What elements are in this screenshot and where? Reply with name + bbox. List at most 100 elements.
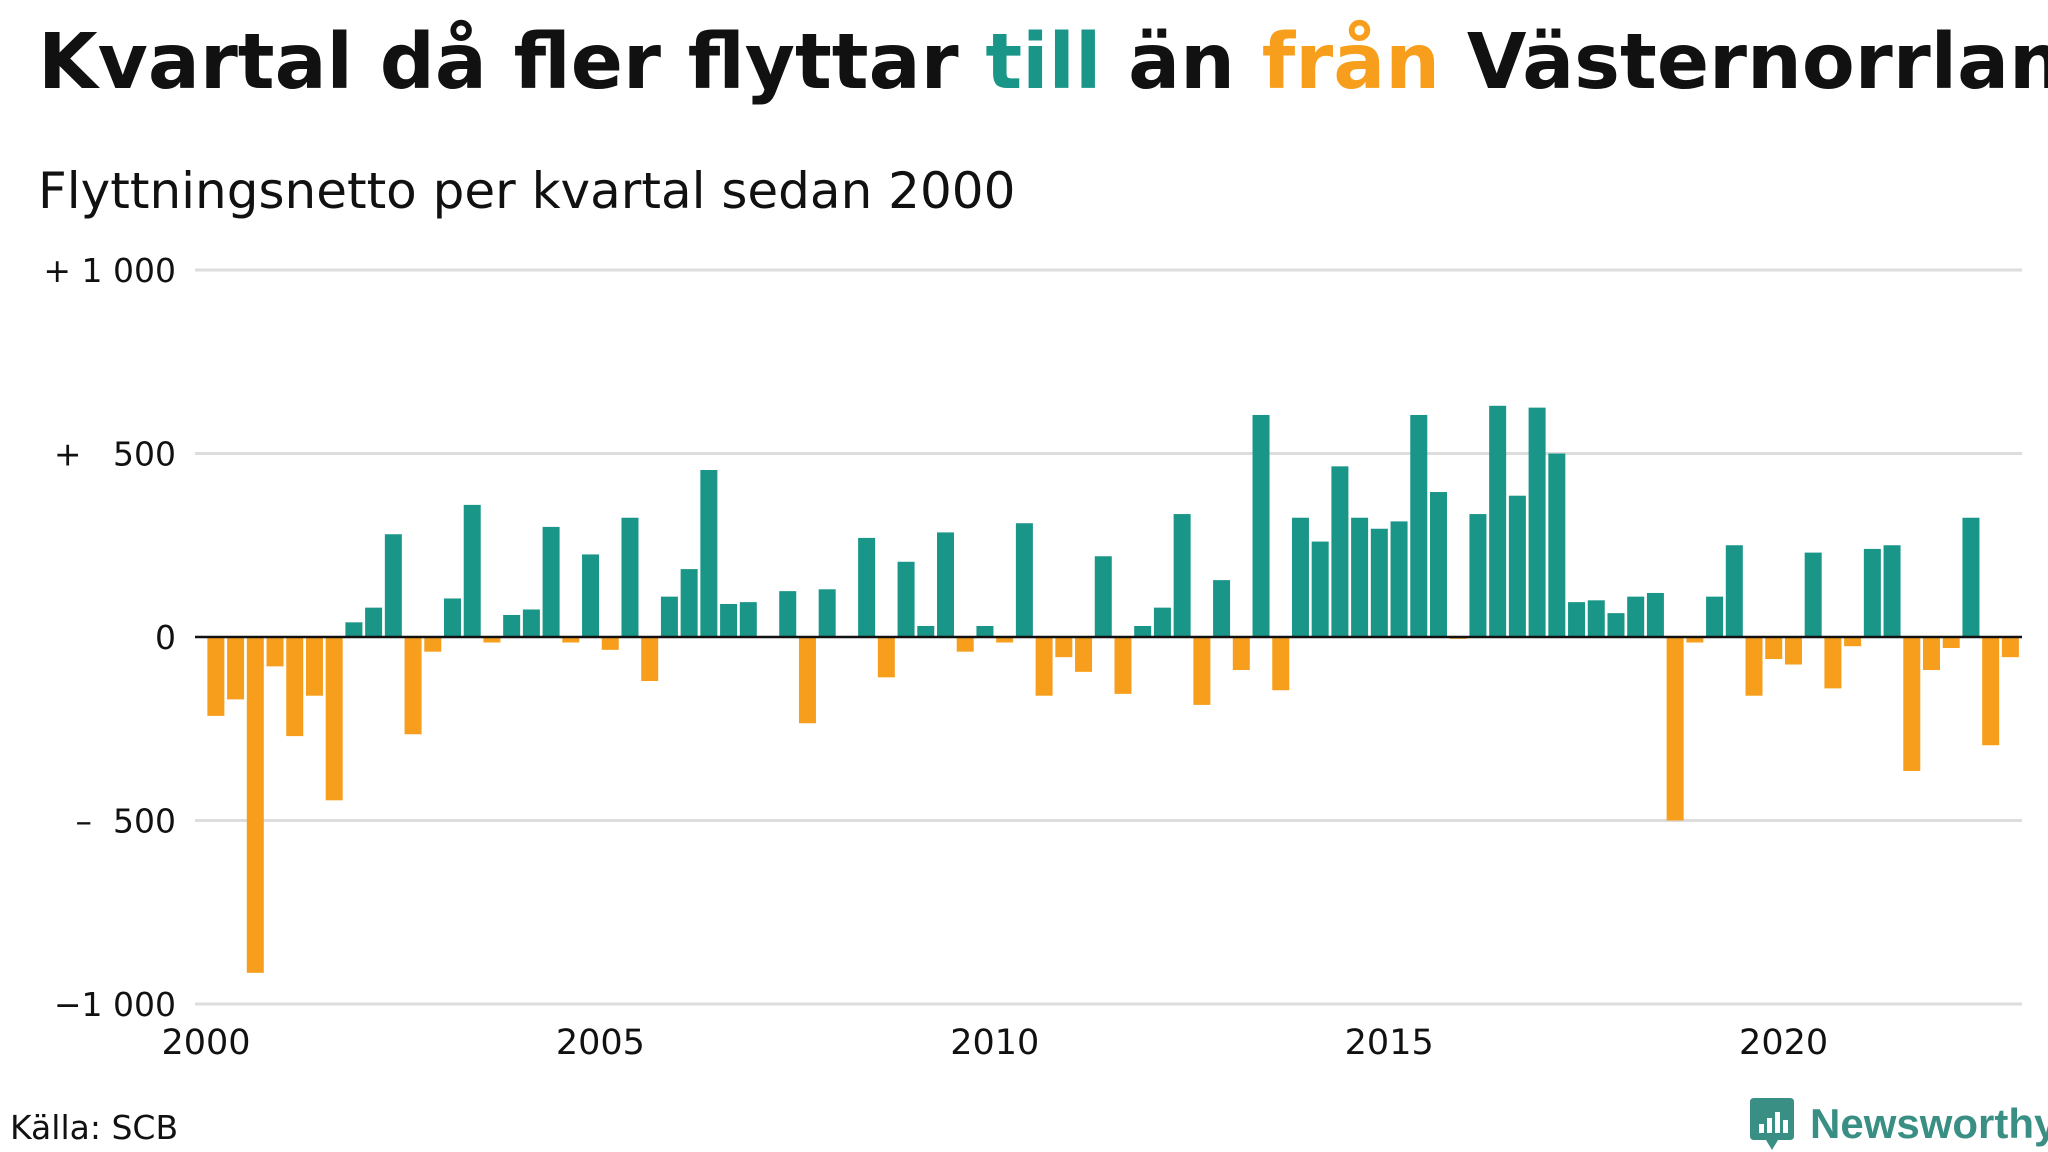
- y-axis-labels: + 1 000 + 500 0 – 500 −1 000: [43, 251, 176, 1024]
- title-fran-highlight: från: [1261, 18, 1441, 107]
- bar-2012Q3: [1193, 637, 1211, 705]
- source-note: Källa: SCB: [10, 1108, 179, 1147]
- chart-subtitle: Flyttningsnetto per kvartal sedan 2000: [38, 162, 1016, 220]
- bar-2002Q4: [424, 637, 442, 652]
- title-part1: Kvartal då fler flyttar: [38, 18, 986, 107]
- bar-2012Q1: [1153, 607, 1171, 637]
- bar-2002Q2: [384, 534, 402, 637]
- y-tick-label: 0: [155, 618, 176, 657]
- bar-2000Q3: [246, 637, 264, 973]
- x-tick-label: 2020: [1739, 1023, 1828, 1063]
- y-tick-label: – 500: [76, 802, 176, 841]
- bar-2013Q2: [1252, 414, 1270, 637]
- bar-2006Q3: [720, 603, 738, 637]
- y-tick-label: + 1 000: [43, 251, 176, 290]
- bar-2013Q1: [1232, 637, 1250, 671]
- bar-2012Q2: [1173, 514, 1191, 637]
- bar-2003Q1: [444, 598, 461, 637]
- bar-2014Q1: [1311, 541, 1329, 637]
- bar-2018Q1: [1627, 596, 1645, 637]
- newsworthy-logo: Newsworthy: [1748, 1098, 2048, 1150]
- x-axis-labels: 2000 2005 2010 2015 2020: [161, 1023, 1828, 1063]
- bar-2002Q3: [404, 637, 422, 735]
- bar-2011Q1: [1075, 637, 1093, 672]
- bar-2016Q1: [1469, 514, 1487, 637]
- bar-2003Q2: [463, 504, 481, 637]
- bar-2005Q3: [641, 637, 659, 682]
- bar-2010Q4: [1055, 637, 1073, 658]
- x-tick-label: 2000: [161, 1023, 250, 1063]
- bar-2006Q4: [739, 602, 757, 637]
- bar-2017Q1: [1548, 453, 1566, 637]
- bar-2021Q3: [1903, 637, 1921, 771]
- bar-2022Q2: [1962, 517, 1980, 637]
- bar-2014Q2: [1331, 466, 1349, 637]
- bar-2007Q3: [798, 637, 816, 724]
- bar-2004Q1: [522, 609, 540, 637]
- bar-2002Q1: [365, 607, 383, 637]
- bar-2001Q2: [305, 637, 323, 696]
- brand-name: Newsworthy: [1810, 1100, 2048, 1147]
- bar-2007Q2: [779, 591, 797, 638]
- x-tick-label: 2010: [950, 1023, 1039, 1063]
- bar-2014Q3: [1351, 517, 1369, 637]
- bar-2022Q1: [1942, 637, 1960, 649]
- bar-2001Q3: [325, 637, 343, 801]
- y-tick-label: −1 000: [54, 985, 176, 1024]
- newsworthy-chart-icon: [1750, 1098, 1794, 1150]
- bar-2009Q1: [917, 625, 935, 637]
- bar-2008Q3: [877, 637, 895, 678]
- bar-2005Q2: [621, 517, 639, 637]
- bar-2000Q2: [227, 637, 245, 700]
- bar-2011Q2: [1094, 556, 1112, 637]
- bar-2010Q2: [1015, 523, 1033, 637]
- bar-2019Q2: [1725, 545, 1743, 637]
- bar-2020Q1: [1784, 637, 1802, 665]
- bar-2001Q1: [286, 637, 304, 737]
- x-tick-label: 2015: [1345, 1023, 1434, 1063]
- bar-2020Q2: [1804, 552, 1822, 637]
- bar-2003Q3: [483, 637, 501, 643]
- bar-2005Q1: [601, 637, 619, 650]
- bar-2001Q4: [345, 622, 363, 637]
- bar-2022Q3: [1982, 637, 2000, 746]
- bar-2004Q4: [582, 554, 600, 637]
- bar-2022Q4: [2001, 637, 2019, 658]
- bar-2011Q3: [1114, 637, 1132, 694]
- bar-2008Q2: [858, 537, 876, 637]
- chart-title: Kvartal då fler flyttar till än från Väs…: [38, 18, 2048, 107]
- bar-2014Q4: [1370, 528, 1388, 637]
- bar-2021Q4: [1923, 637, 1940, 671]
- bar-2015Q3: [1430, 492, 1447, 637]
- bar-2009Q3: [956, 637, 974, 652]
- bar-2019Q3: [1745, 637, 1763, 696]
- bar-2018Q4: [1686, 637, 1704, 643]
- bar-2011Q4: [1134, 625, 1152, 637]
- bar-2017Q4: [1607, 613, 1625, 637]
- bar-2009Q4: [976, 625, 994, 637]
- title-till-highlight: till: [985, 18, 1102, 107]
- bar-2009Q2: [937, 532, 954, 637]
- bar-2018Q3: [1666, 637, 1684, 821]
- y-tick-label: + 500: [54, 435, 176, 474]
- bar-2005Q4: [660, 596, 678, 637]
- bar-2004Q2: [542, 526, 560, 637]
- bar-2003Q4: [503, 614, 521, 637]
- bar-2010Q1: [996, 637, 1014, 643]
- bar-2017Q3: [1587, 600, 1605, 637]
- bar-2013Q4: [1291, 517, 1309, 637]
- grid-lines: [195, 268, 2022, 1006]
- bar-2010Q3: [1035, 637, 1053, 696]
- bar-2018Q2: [1646, 592, 1664, 637]
- bar-2020Q3: [1824, 637, 1842, 689]
- bar-2006Q2: [700, 470, 718, 637]
- bar-2004Q3: [562, 637, 580, 643]
- bar-2015Q2: [1410, 414, 1428, 637]
- bars: [207, 405, 2019, 973]
- bar-2016Q4: [1528, 407, 1546, 638]
- bar-2006Q1: [680, 569, 698, 637]
- bar-2007Q4: [818, 589, 836, 637]
- bar-2021Q1: [1863, 548, 1881, 637]
- bar-2015Q1: [1390, 521, 1408, 637]
